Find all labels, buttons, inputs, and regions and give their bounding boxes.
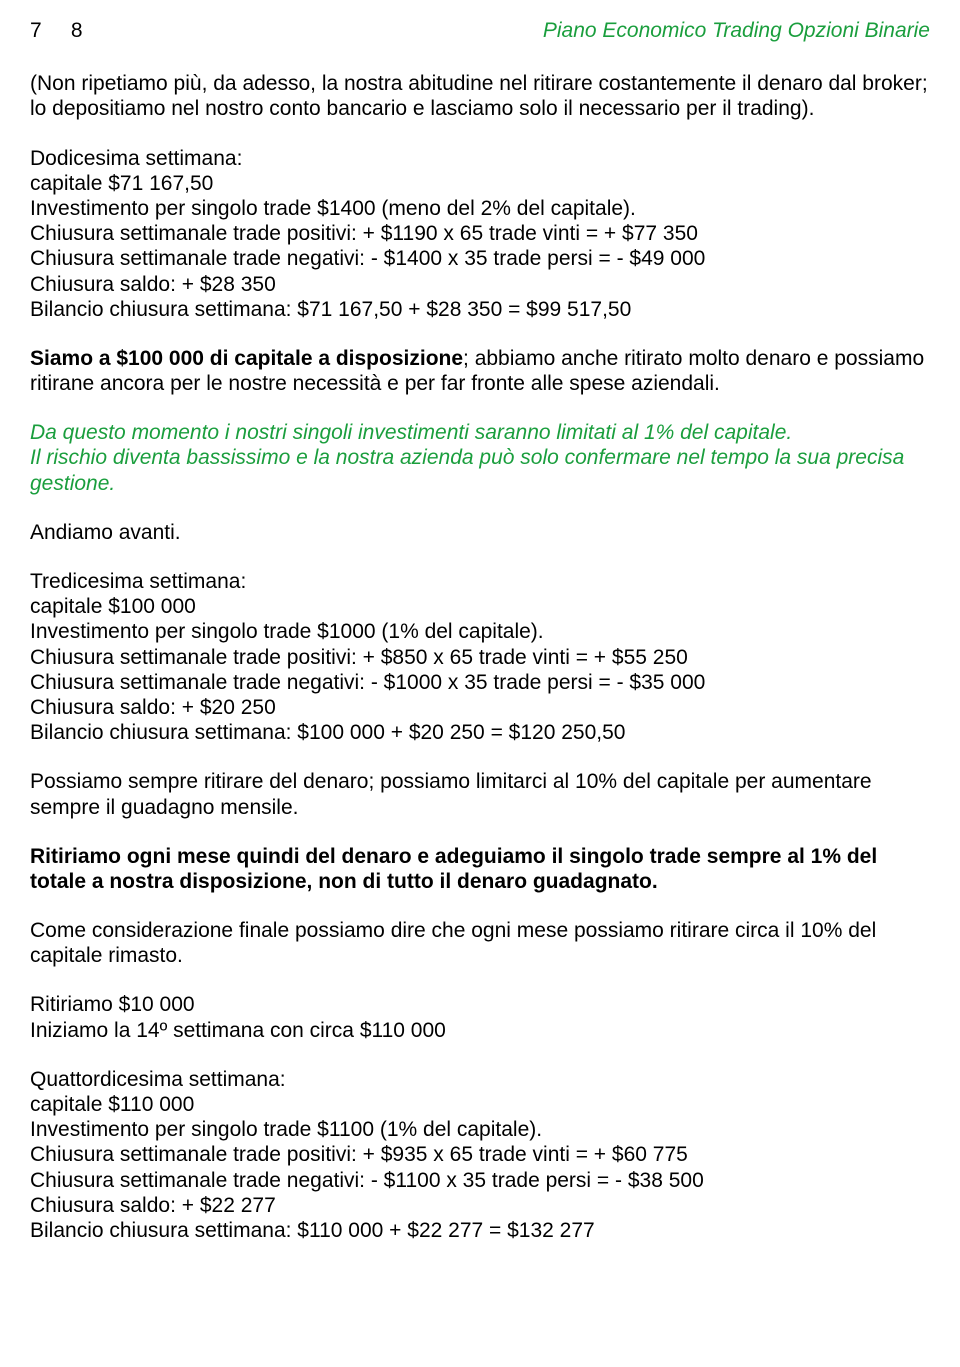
week14-title: Quattordicesima settimana:: [30, 1067, 930, 1092]
capital-milestone: Siamo a $100 000 di capitale a disposizi…: [30, 346, 930, 396]
week12-l3: Chiusura settimanale trade positivi: + $…: [30, 221, 930, 246]
page-header: 7 8 Piano Economico Trading Opzioni Bina…: [30, 18, 930, 43]
week13-l2: Investimento per singolo trade $1000 (1%…: [30, 619, 930, 644]
week14-l5: Chiusura saldo: + $22 277: [30, 1193, 930, 1218]
week13-title: Tredicesima settimana:: [30, 569, 930, 594]
final-consideration: Come considerazione finale possiamo dire…: [30, 918, 930, 968]
week14-block: Quattordicesima settimana: capitale $110…: [30, 1067, 930, 1243]
withdrawal-text: Possiamo sempre ritirare del denaro; pos…: [30, 770, 872, 818]
green-note-l2: Il rischio diventa bassissimo e la nostr…: [30, 445, 930, 495]
week12-l4: Chiusura settimanale trade negativi: - $…: [30, 246, 930, 271]
rule-text: Ritiriamo ogni mese quindi del denaro e …: [30, 845, 877, 893]
week14-l6: Bilancio chiusura settimana: $110 000 + …: [30, 1218, 930, 1243]
withdrawal-action: Ritiriamo $10 000 Iniziamo la 14º settim…: [30, 992, 930, 1042]
week12-block: Dodicesima settimana: capitale $71 167,5…: [30, 146, 930, 322]
week12-l5: Chiusura saldo: + $28 350: [30, 272, 930, 297]
week13-block: Tredicesima settimana: capitale $100 000…: [30, 569, 930, 745]
milestone-bold: Siamo a $100 000 di capitale a disposizi…: [30, 347, 463, 370]
rule-bold: Ritiriamo ogni mese quindi del denaro e …: [30, 844, 930, 894]
header-title: Piano Economico Trading Opzioni Binarie: [543, 18, 930, 43]
intro-paragraph: (Non ripetiamo più, da adesso, la nostra…: [30, 71, 930, 121]
week14-l2: Investimento per singolo trade $1100 (1%…: [30, 1117, 930, 1142]
week12-l1: capitale $71 167,50: [30, 171, 930, 196]
week13-l1: capitale $100 000: [30, 594, 930, 619]
green-note: Da questo momento i nostri singoli inves…: [30, 420, 930, 496]
week12-l2: Investimento per singolo trade $1400 (me…: [30, 196, 930, 221]
week13-l3: Chiusura settimanale trade positivi: + $…: [30, 645, 930, 670]
week14-l4: Chiusura settimanale trade negativi: - $…: [30, 1168, 930, 1193]
continue-text: Andiamo avanti.: [30, 520, 930, 545]
page-number: 7 8: [30, 18, 83, 43]
continue-label: Andiamo avanti.: [30, 521, 181, 544]
page-num-a: 7: [30, 19, 42, 42]
page-num-b: 8: [71, 19, 83, 42]
week14-l3: Chiusura settimanale trade positivi: + $…: [30, 1142, 930, 1167]
withdrawal-note: Possiamo sempre ritirare del denaro; pos…: [30, 769, 930, 819]
week14-l1: capitale $110 000: [30, 1092, 930, 1117]
week13-l4: Chiusura settimanale trade negativi: - $…: [30, 670, 930, 695]
green-note-l1: Da questo momento i nostri singoli inves…: [30, 420, 930, 445]
week13-l6: Bilancio chiusura settimana: $100 000 + …: [30, 720, 930, 745]
withdraw-l1: Ritiriamo $10 000: [30, 992, 930, 1017]
week12-l6: Bilancio chiusura settimana: $71 167,50 …: [30, 297, 930, 322]
week12-title: Dodicesima settimana:: [30, 146, 930, 171]
document-page: 7 8 Piano Economico Trading Opzioni Bina…: [0, 0, 960, 1273]
withdraw-l2: Iniziamo la 14º settimana con circa $110…: [30, 1018, 930, 1043]
final-text: Come considerazione finale possiamo dire…: [30, 919, 876, 967]
intro-text: (Non ripetiamo più, da adesso, la nostra…: [30, 72, 928, 120]
week13-l5: Chiusura saldo: + $20 250: [30, 695, 930, 720]
